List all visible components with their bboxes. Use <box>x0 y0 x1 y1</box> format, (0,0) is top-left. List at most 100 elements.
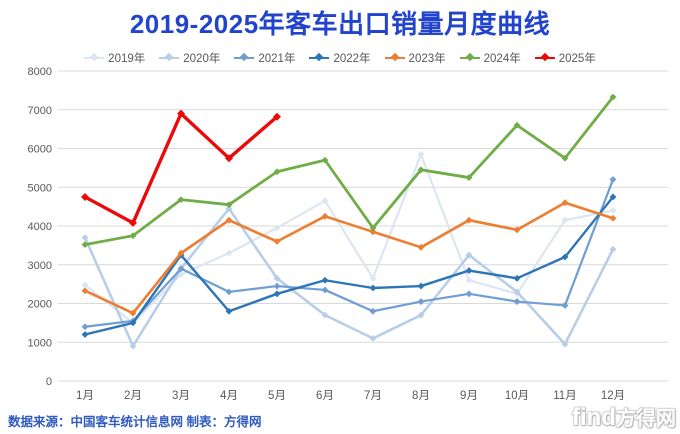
x-axis-tick-label: 4月 <box>220 390 238 402</box>
data-point-marker <box>561 340 569 348</box>
data-point-marker <box>81 331 89 338</box>
legend-label: 2023年 <box>408 53 446 65</box>
data-point-marker <box>561 302 569 309</box>
y-axis-tick-label: 5000 <box>28 182 52 194</box>
x-axis-tick-label: 8月 <box>412 390 430 402</box>
data-point-marker <box>81 241 89 248</box>
legend-label: 2022年 <box>333 53 371 65</box>
data-point-marker <box>321 212 329 220</box>
data-point-marker <box>321 286 329 294</box>
legend-item-2020年: 2020年 <box>159 50 220 66</box>
y-axis-tick-label: 6000 <box>28 144 52 156</box>
watermark-cn: 方得网 <box>616 408 676 430</box>
data-point-marker <box>321 156 329 164</box>
y-axis-tick-label: 2000 <box>28 299 52 311</box>
data-point-marker <box>465 174 473 181</box>
data-point-marker <box>321 197 329 205</box>
data-point-marker <box>81 281 89 289</box>
watermark-logo: find方得网 <box>572 402 676 432</box>
data-point-marker <box>225 205 233 212</box>
x-axis-tick-label: 12月 <box>601 390 625 402</box>
data-point-marker <box>465 251 473 259</box>
data-point-marker <box>369 228 377 236</box>
legend-item-2025年: 2025年 <box>534 50 596 66</box>
series-line <box>83 195 615 336</box>
data-point-marker <box>81 323 89 331</box>
data-point-marker <box>417 166 425 174</box>
data-point-marker <box>177 265 185 273</box>
y-axis-tick-label: 4000 <box>28 221 52 233</box>
x-axis-tick-label: 5月 <box>268 390 286 402</box>
series-line <box>83 178 615 328</box>
y-axis-tick-label: 0 <box>46 376 52 388</box>
data-point-marker <box>225 249 233 257</box>
data-point-marker <box>417 282 425 290</box>
data-point-marker <box>369 284 377 292</box>
data-point-marker <box>177 109 185 118</box>
data-point-marker <box>225 216 233 224</box>
data-point-marker <box>81 287 89 295</box>
data-point-marker <box>225 154 233 163</box>
data-point-marker <box>609 193 617 201</box>
data-point-marker <box>369 224 377 232</box>
data-point-marker <box>81 234 89 242</box>
legend-label: 2025年 <box>558 53 596 65</box>
data-point-marker <box>417 243 425 251</box>
data-point-marker <box>273 112 281 121</box>
data-point-marker <box>417 311 425 319</box>
data-point-marker <box>273 274 281 282</box>
data-point-marker <box>273 282 281 290</box>
data-point-marker <box>417 150 425 158</box>
series-line <box>83 95 615 247</box>
data-point-marker <box>513 298 521 305</box>
series-line <box>83 201 615 315</box>
data-point-marker <box>609 93 617 101</box>
legend-label: 2019年 <box>108 53 146 65</box>
data-point-marker <box>609 207 617 214</box>
data-point-marker <box>369 334 377 342</box>
legend-label: 2020年 <box>183 53 221 65</box>
x-axis-tick-label: 1月 <box>76 390 94 402</box>
data-point-marker <box>513 121 521 129</box>
data-point-marker <box>609 176 617 183</box>
data-point-marker <box>225 201 233 209</box>
data-point-marker <box>513 226 521 234</box>
data-point-marker <box>81 192 89 201</box>
data-point-marker <box>561 216 569 224</box>
x-axis-tick-label: 7月 <box>364 390 382 402</box>
legend-marker-icon <box>309 52 330 62</box>
data-point-marker <box>129 218 137 227</box>
data-point-marker <box>129 342 137 350</box>
data-point-marker <box>177 271 185 278</box>
data-point-marker <box>273 290 281 298</box>
data-point-marker <box>129 232 137 240</box>
legend-marker-icon <box>159 52 180 62</box>
data-point-marker <box>417 298 425 305</box>
data-point-marker <box>177 196 185 204</box>
data-point-marker <box>513 274 521 282</box>
data-point-marker <box>465 267 473 274</box>
series-line <box>83 207 615 348</box>
series-2024年 <box>81 93 617 248</box>
x-axis-tick-label: 9月 <box>460 390 478 402</box>
x-axis-tick-label: 10月 <box>505 390 529 402</box>
legend-marker-icon <box>384 52 405 62</box>
data-point-marker <box>273 238 281 245</box>
y-axis-tick-label: 3000 <box>28 260 52 272</box>
legend-marker-icon <box>84 52 105 62</box>
data-point-marker <box>369 307 377 315</box>
source-note: 数据来源：中国客车统计信息网 制表：方得网 <box>8 415 262 429</box>
data-point-marker <box>513 288 521 296</box>
data-point-marker <box>273 168 281 176</box>
legend-item-2023年: 2023年 <box>384 50 446 66</box>
legend-item-2019年: 2019年 <box>84 50 145 66</box>
data-point-marker <box>561 199 569 207</box>
watermark-latin: find <box>572 404 616 431</box>
data-point-marker <box>129 309 137 317</box>
legend-marker-icon <box>534 52 555 62</box>
legend-item-2021年: 2021年 <box>234 50 295 66</box>
data-point-marker <box>273 224 281 232</box>
x-axis-tick-label: 2月 <box>124 390 142 402</box>
